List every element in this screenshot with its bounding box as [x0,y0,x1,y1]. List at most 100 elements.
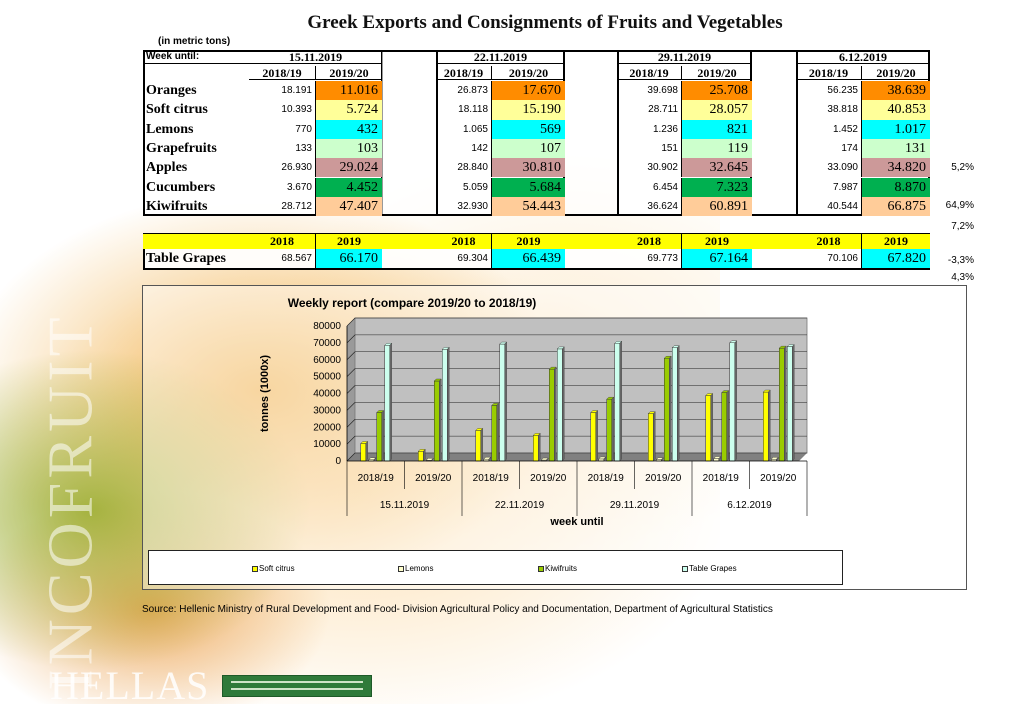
value-2019-20: 17.670 [492,81,565,101]
week-header: 15.11.2019 [249,50,382,64]
value-2018-19: 39.698 [617,81,682,101]
value-2018-19: 28.712 [249,196,316,217]
grapes-value-2018: 70.106 [796,249,862,268]
value-2018-19: 174 [796,138,862,159]
value-2019-20: 5.684 [492,177,565,197]
value-2018-19: 770 [249,119,316,139]
value-2018-19: 7.987 [796,177,862,197]
chart-area [142,285,967,590]
grapes-value-2019: 66.439 [492,249,565,268]
source-note: Source: Hellenic Ministry of Rural Devel… [142,604,773,615]
value-2018-19: 6.454 [617,177,682,197]
value-2019-20: 34.820 [862,158,930,178]
value-2018-19: 3.670 [249,177,316,197]
season-header-2019-20: 2019/20 [862,66,930,80]
value-2019-20: 29.024 [316,158,382,178]
value-2018-19: 1.236 [617,119,682,139]
brand-text: HELLAS [50,663,210,704]
page-title: Greek Exports and Consignments of Fruits… [307,12,783,33]
value-2018-19: 32.930 [436,196,492,217]
grapes-label: Table Grapes [146,251,226,266]
value-2018-19: 151 [617,138,682,159]
side-percent: 7,2% [951,221,974,232]
row-label: Soft citrus [146,102,208,118]
value-2019-20: 432 [316,119,382,139]
row-label: Lemons [146,121,194,137]
legend-label: Lemons [405,564,434,573]
legend-item: Lemons [398,564,433,573]
row-label: Cucumbers [146,179,216,195]
season-header-2018-19: 2018/19 [436,66,492,80]
grapes-year-2018: 2018 [617,234,682,249]
legend-label: Table Grapes [689,564,737,573]
grapes-value-2019: 67.820 [862,249,930,268]
value-2019-20: 821 [682,119,752,139]
value-2018-19: 28.711 [617,100,682,120]
row-label: Kiwifruits [146,198,208,214]
value-2018-19: 56.235 [796,81,862,101]
value-2018-19: 133 [249,138,316,159]
grapes-year-2019: 2019 [316,234,382,249]
row-label: Apples [146,160,188,176]
value-2019-20: 47.407 [316,196,382,217]
value-2019-20: 8.870 [862,177,930,197]
grapes-value-2019: 67.164 [682,249,752,268]
watermark-text: INCOFRUIT [34,313,106,691]
week-label: Week until: [143,50,249,64]
grapes-year-2018: 2018 [796,234,862,249]
grapes-spacer [752,234,796,249]
spacer-column [382,50,436,216]
value-2018-19: 10.393 [249,100,316,120]
value-2019-20: 107 [492,138,565,159]
value-2019-20: 60.891 [682,196,752,217]
unit-note: (in metric tons) [158,36,231,47]
value-2018-19: 18.118 [436,100,492,120]
value-2018-19: 1.065 [436,119,492,139]
value-2019-20: 32.645 [682,158,752,178]
row-label: Grapefruits [146,140,217,156]
legend-swatch [538,565,544,572]
grapes-value-2018: 69.304 [436,249,492,268]
legend-swatch [682,565,688,572]
value-2019-20: 7.323 [682,177,752,197]
value-2019-20: 30.810 [492,158,565,178]
spacer-column [565,50,617,216]
season-header-2018-19: 2018/19 [796,66,862,80]
row-label: Oranges [146,83,197,98]
value-2019-20: 103 [316,138,382,159]
season-header-2019-20: 2019/20 [316,66,382,80]
legend-label: Soft citrus [259,564,295,573]
season-header-2018-19: 2018/19 [617,66,682,80]
value-2018-19: 142 [436,138,492,159]
side-percent: 4,3% [951,272,974,283]
side-percent: 5,2% [951,162,974,173]
value-2019-20: 15.190 [492,100,565,120]
association-logo [222,675,372,697]
value-2018-19: 33.090 [796,158,862,178]
grapes-spacer [382,234,436,249]
legend-swatch [398,565,404,572]
spacer-column [752,50,796,216]
value-2019-20: 11.016 [316,81,382,101]
value-2019-20: 54.443 [492,196,565,217]
grapes-value-2019: 66.170 [316,249,382,268]
value-2018-19: 26.873 [436,81,492,101]
chart-legend [148,550,843,585]
legend-item: Table Grapes [682,564,737,573]
grapes-year-2018: 2018 [436,234,492,249]
season-header-2018-19: 2018/19 [249,66,316,80]
grapes-value-2018: 68.567 [249,249,316,268]
legend-item: Kiwifruits [538,564,577,573]
value-2019-20: 28.057 [682,100,752,120]
grapes-year-2018: 2018 [249,234,316,249]
grapes-year-2019: 2019 [682,234,752,249]
value-2018-19: 5.059 [436,177,492,197]
value-2019-20: 66.875 [862,196,930,217]
chart-title: Weekly report (compare 2019/20 to 2018/1… [287,296,537,310]
value-2019-20: 38.639 [862,81,930,101]
side-percent: 64,9% [945,200,974,211]
value-2018-19: 18.191 [249,81,316,101]
grapes-year-2019: 2019 [862,234,930,249]
value-2018-19: 38.818 [796,100,862,120]
grapes-value-2018: 69.773 [617,249,682,268]
